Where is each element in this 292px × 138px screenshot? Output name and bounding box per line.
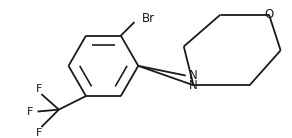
Text: F: F xyxy=(27,107,33,116)
Text: O: O xyxy=(264,8,274,21)
Text: F: F xyxy=(36,128,43,138)
Text: Br: Br xyxy=(142,12,155,25)
Text: N: N xyxy=(189,69,198,82)
Text: F: F xyxy=(36,84,43,94)
Text: N: N xyxy=(189,79,198,92)
